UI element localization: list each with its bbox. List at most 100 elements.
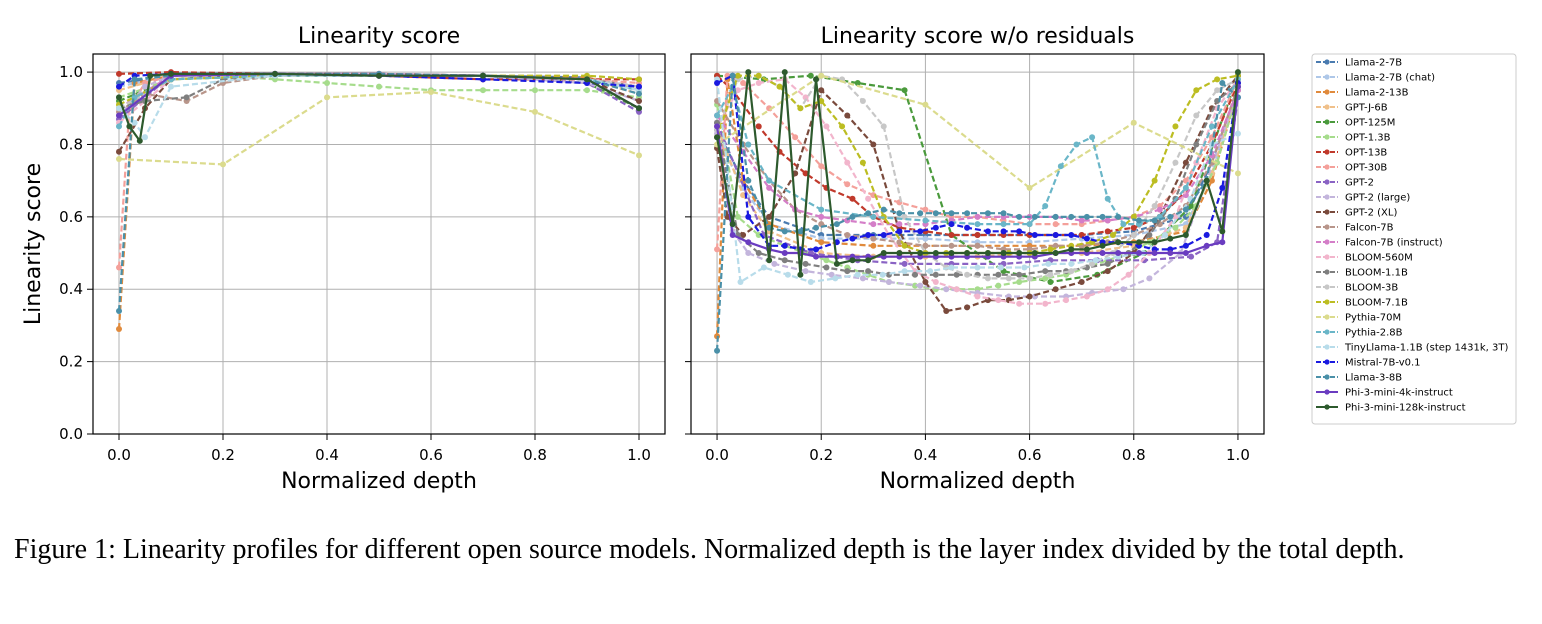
data-point bbox=[818, 239, 825, 246]
legend-label: GPT-2 (XL) bbox=[1345, 208, 1397, 219]
data-point bbox=[802, 268, 809, 275]
data-point bbox=[870, 141, 877, 148]
y-tick-label: 0.0 bbox=[59, 425, 83, 443]
data-point bbox=[984, 210, 991, 217]
data-point bbox=[734, 72, 741, 79]
legend-label: GPT-2 bbox=[1345, 178, 1374, 189]
data-point bbox=[844, 181, 851, 188]
data-point bbox=[896, 228, 903, 235]
y-tick-label: 0.2 bbox=[59, 353, 83, 371]
legend-label: Pythia-70M bbox=[1345, 313, 1401, 324]
data-point bbox=[932, 210, 939, 217]
y-tick-label: 0.8 bbox=[59, 135, 83, 153]
legend-marker bbox=[1324, 254, 1330, 260]
data-point bbox=[1109, 231, 1116, 238]
data-point bbox=[1052, 213, 1059, 220]
data-point bbox=[776, 83, 783, 90]
data-point bbox=[948, 231, 955, 238]
legend-marker bbox=[1324, 239, 1330, 245]
data-point bbox=[943, 286, 950, 293]
series-line bbox=[716, 74, 1240, 284]
data-point bbox=[880, 123, 887, 130]
data-point bbox=[1005, 275, 1012, 282]
data-point bbox=[428, 89, 434, 95]
data-point bbox=[1151, 203, 1158, 209]
data-point bbox=[745, 177, 752, 184]
data-point bbox=[1092, 257, 1099, 264]
data-point bbox=[784, 271, 791, 278]
data-point bbox=[1151, 239, 1158, 246]
series-line bbox=[117, 72, 640, 330]
data-point bbox=[932, 224, 939, 231]
data-point bbox=[636, 152, 642, 159]
data-point bbox=[865, 257, 872, 264]
data-point bbox=[1042, 268, 1049, 275]
data-point bbox=[828, 271, 835, 278]
data-point bbox=[797, 271, 804, 278]
data-point bbox=[807, 279, 814, 285]
legend-marker bbox=[1324, 344, 1330, 350]
data-point bbox=[932, 250, 939, 257]
left-chart-panel: 0.0 0.0 0.2 0.2 0.4 0.4 0.6 0.6 0.8 0.8 1.0 1.0 Line… bbox=[21, 24, 666, 494]
data-point bbox=[1089, 134, 1096, 141]
data-point bbox=[760, 264, 767, 271]
data-point bbox=[1042, 275, 1049, 282]
legend-label: BLOOM-3B bbox=[1345, 283, 1398, 294]
data-point bbox=[220, 161, 226, 168]
legend-label: Mistral-7B-v0.1 bbox=[1345, 358, 1421, 369]
data-point bbox=[984, 228, 991, 235]
data-point bbox=[995, 297, 1002, 304]
data-point bbox=[755, 79, 762, 86]
data-point bbox=[740, 79, 747, 86]
data-point bbox=[922, 235, 929, 242]
series-line bbox=[118, 74, 640, 110]
data-point bbox=[714, 79, 721, 86]
data-point bbox=[766, 257, 773, 264]
data-point bbox=[376, 72, 382, 79]
data-point bbox=[1068, 231, 1075, 238]
data-point bbox=[849, 213, 856, 220]
data-point bbox=[1052, 250, 1059, 257]
x-axis-label: Normalized depth bbox=[880, 469, 1076, 494]
legend-marker bbox=[1324, 299, 1330, 305]
data-point bbox=[116, 307, 122, 314]
series-line bbox=[117, 72, 640, 142]
data-point bbox=[943, 307, 950, 314]
data-point bbox=[870, 213, 877, 220]
data-point bbox=[1099, 213, 1106, 220]
data-point bbox=[480, 87, 486, 94]
data-point bbox=[849, 235, 856, 242]
series-line bbox=[715, 74, 1239, 255]
legend-marker bbox=[1324, 389, 1330, 395]
data-point bbox=[1016, 271, 1023, 278]
data-point bbox=[1047, 279, 1054, 285]
data-point bbox=[1104, 260, 1111, 267]
data-point bbox=[1000, 228, 1007, 235]
data-point bbox=[1000, 250, 1007, 257]
data-point bbox=[984, 275, 991, 282]
legend-label: Falcon-7B (instruct) bbox=[1345, 238, 1443, 249]
data-point bbox=[1026, 221, 1033, 228]
data-point bbox=[1193, 112, 1200, 119]
data-point bbox=[1031, 231, 1038, 238]
data-point bbox=[813, 253, 820, 260]
data-point bbox=[974, 231, 981, 238]
legend-marker bbox=[1324, 74, 1330, 80]
data-point bbox=[1188, 253, 1195, 260]
data-point bbox=[823, 123, 830, 130]
data-point bbox=[1104, 268, 1111, 275]
legend-label: GPT-2 (large) bbox=[1345, 193, 1410, 204]
data-point bbox=[964, 304, 971, 311]
data-point bbox=[755, 72, 762, 79]
data-point bbox=[1135, 250, 1142, 257]
data-point bbox=[844, 159, 851, 166]
data-point bbox=[844, 112, 851, 119]
data-point bbox=[1135, 217, 1142, 224]
data-point bbox=[1203, 231, 1210, 238]
data-point bbox=[766, 184, 773, 191]
series-line bbox=[117, 72, 640, 312]
data-point bbox=[932, 279, 939, 285]
data-point bbox=[964, 250, 971, 257]
data-point bbox=[1104, 228, 1111, 235]
data-point bbox=[1045, 260, 1052, 267]
